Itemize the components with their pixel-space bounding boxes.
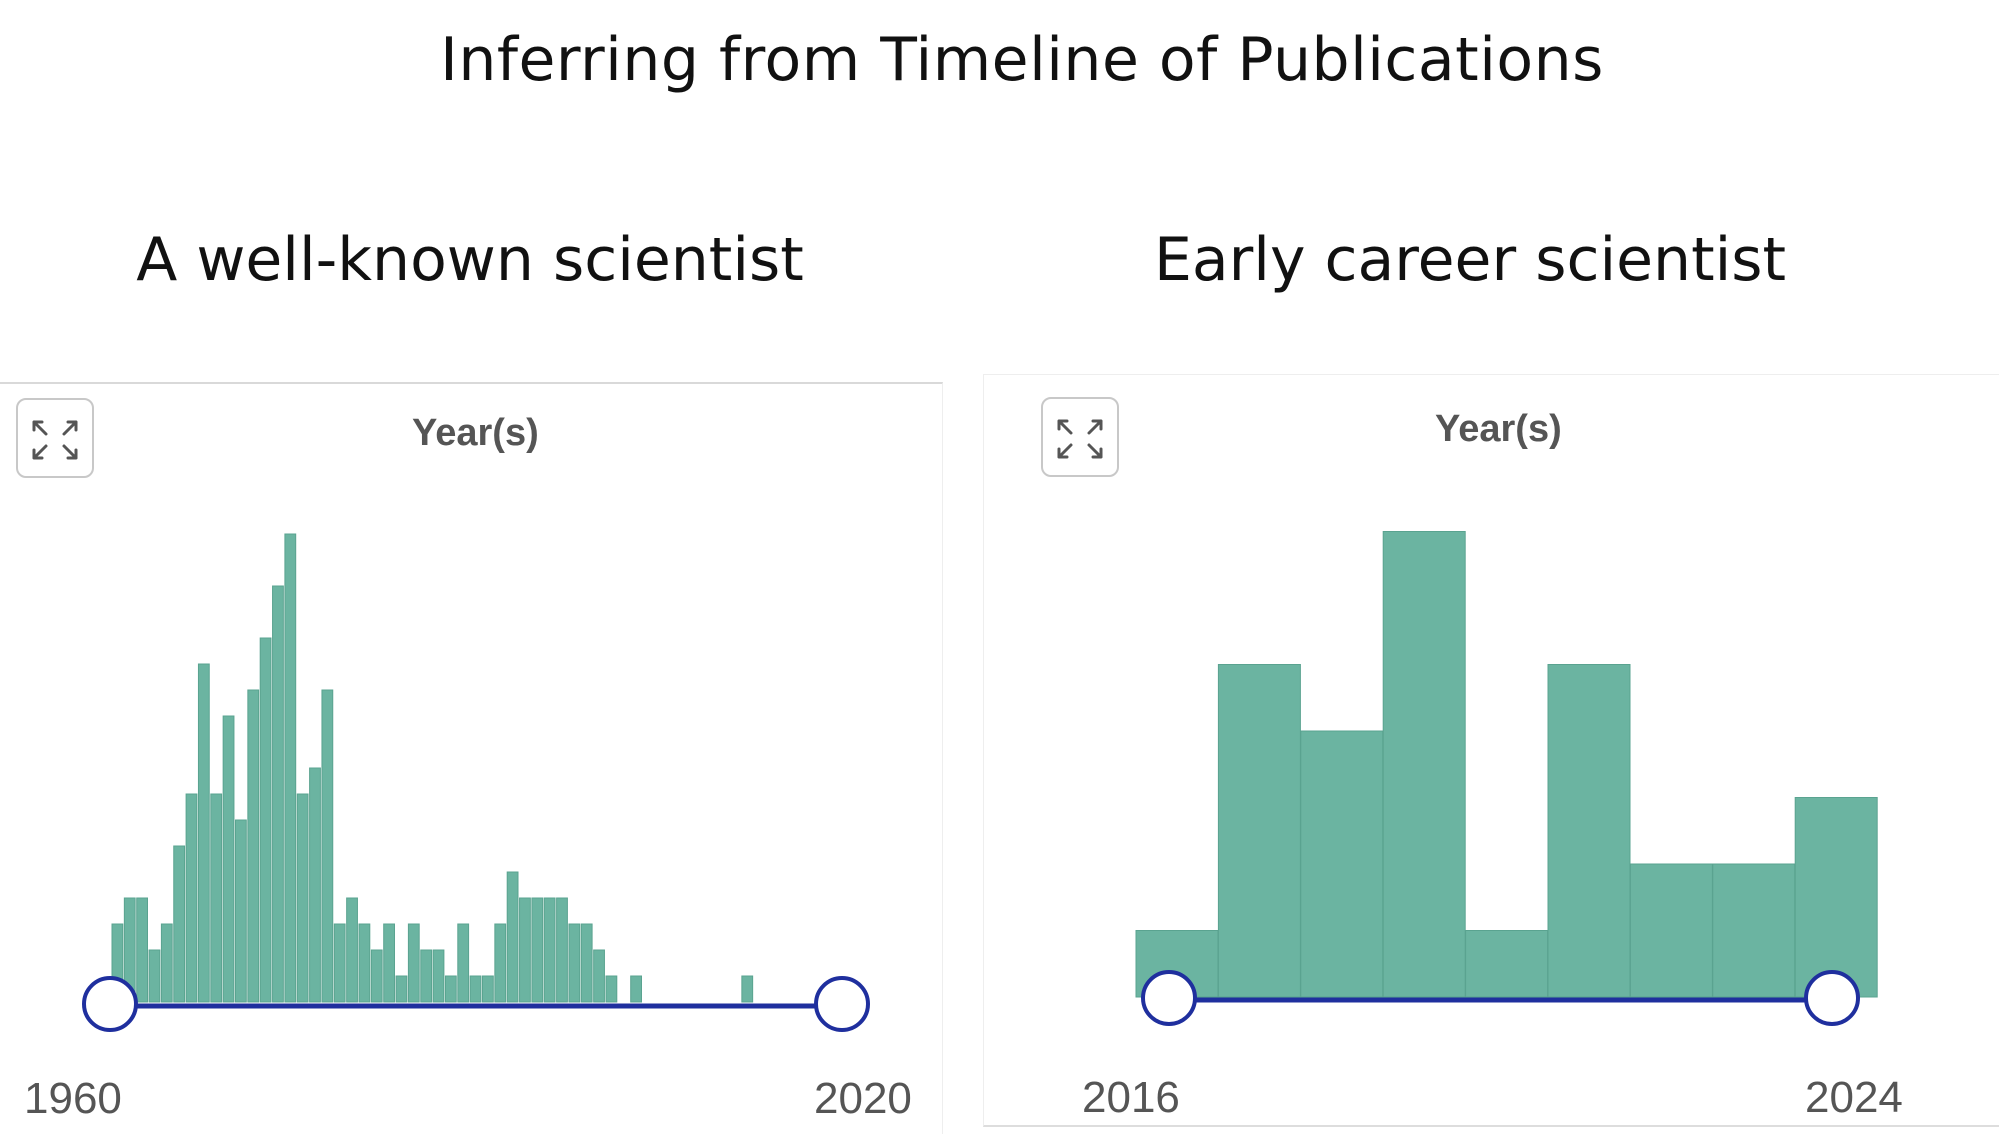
range-max-label: 2024: [1805, 1073, 1903, 1122]
histogram-bar: [1300, 730, 1384, 998]
histogram-bar: [160, 923, 173, 1003]
histogram-bar: [1794, 797, 1878, 998]
page-title: Inferring from Timeline of Publications: [440, 25, 1604, 95]
year-axis-header: Year(s): [1435, 408, 1562, 450]
histogram-bar: [1712, 863, 1796, 998]
histogram-bar: [383, 923, 396, 1003]
histogram-bar: [321, 689, 334, 1003]
histogram-bar: [519, 897, 531, 1003]
histogram-bar: [235, 819, 247, 1003]
panel-heading-well-known: A well-known scientist: [136, 225, 804, 295]
range-max-label: 2020: [814, 1074, 912, 1123]
histogram-bar: [1629, 863, 1713, 998]
range-slider-min-handle[interactable]: [82, 976, 138, 1032]
histogram-bar: [457, 923, 470, 1003]
histogram-bar: [432, 949, 445, 1003]
histogram-bar: [1217, 664, 1301, 998]
publication-histogram-left: [82, 533, 870, 1032]
histogram-bar: [333, 923, 346, 1003]
histogram-bar: [259, 637, 272, 1003]
range-min-label: 1960: [24, 1074, 122, 1123]
histogram-bar: [358, 923, 371, 1003]
histogram-bar: [370, 949, 383, 1003]
histogram-bar: [1547, 664, 1631, 998]
histogram-bar: [136, 897, 148, 1003]
range-slider-max-handle[interactable]: [1804, 970, 1860, 1026]
histogram-bar: [148, 949, 161, 1003]
histogram-bar: [741, 975, 754, 1003]
histogram-bar: [1382, 531, 1466, 998]
histogram-bar: [506, 871, 519, 1003]
histogram-bar: [173, 845, 186, 1003]
histogram-bar: [543, 897, 556, 1003]
histogram-bar: [556, 897, 568, 1003]
histogram-bar: [444, 975, 457, 1003]
histogram-bar: [593, 949, 605, 1003]
panel-heading-early-career: Early career scientist: [1153, 225, 1787, 295]
histogram-bar: [284, 533, 297, 1003]
expand-button[interactable]: [16, 398, 94, 478]
histogram-bar: [309, 767, 321, 1003]
publication-histogram-right: [1135, 531, 1878, 1026]
histogram-bar: [346, 897, 358, 1003]
range-slider-min-handle[interactable]: [1141, 970, 1197, 1026]
histogram-bar: [296, 793, 309, 1003]
histogram-bar: [531, 897, 544, 1003]
range-min-label: 2016: [1082, 1073, 1180, 1122]
histogram-bar: [605, 975, 618, 1003]
histogram-bar: [272, 585, 284, 1003]
year-histogram-panel-right: Year(s) 2016 2024: [983, 374, 1999, 1127]
histogram-bar: [494, 923, 507, 1003]
histogram-bar: [420, 949, 433, 1003]
histogram-bar: [568, 923, 581, 1003]
histogram-bar: [395, 975, 408, 1003]
histogram-bar: [630, 975, 643, 1003]
year-histogram-panel-left: Year(s) 1960 2020: [0, 382, 943, 1134]
histogram-bar: [210, 793, 223, 1003]
histogram-bar: [1465, 930, 1549, 998]
range-slider-max-handle[interactable]: [814, 976, 870, 1032]
histogram-bar: [469, 975, 482, 1003]
histogram-bar: [197, 663, 210, 1003]
expand-button[interactable]: [1041, 397, 1119, 477]
histogram-bar: [222, 715, 235, 1003]
histogram-bar: [407, 923, 420, 1003]
expand-arrows-icon: [32, 420, 78, 460]
year-axis-header: Year(s): [412, 412, 539, 454]
histogram-bar: [482, 975, 494, 1003]
histogram-bar: [247, 689, 260, 1003]
expand-arrows-icon: [1057, 419, 1103, 459]
histogram-bar: [185, 793, 198, 1003]
histogram-bar: [580, 923, 593, 1003]
